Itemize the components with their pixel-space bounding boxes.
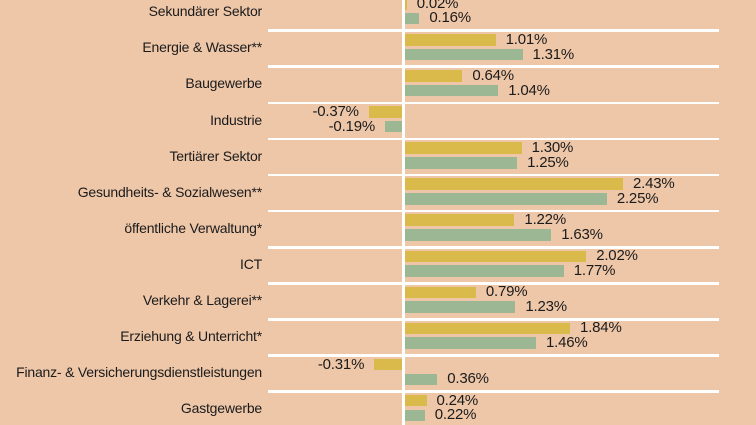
row-separator-line [268, 281, 719, 285]
bar-series-yellow [405, 0, 407, 10]
bar-series-green [384, 120, 402, 133]
category-label: Baugewerbe [185, 75, 262, 92]
value-label-series-yellow: 0.64% [472, 66, 514, 84]
row-separator-line [268, 318, 719, 321]
value-label-series-yellow: -0.37% [312, 102, 359, 120]
row-separator-line [268, 101, 719, 105]
value-label-series-yellow: 0.79% [485, 283, 528, 301]
row-separator-line [268, 173, 719, 177]
row-separator-line [268, 390, 719, 393]
bar-series-yellow [405, 250, 587, 263]
bar-series-green [405, 84, 499, 97]
bar-series-yellow [374, 358, 402, 371]
value-label-series-yellow: 2.02% [596, 247, 638, 265]
value-label-series-yellow: 0.02% [416, 0, 459, 12]
value-label-series-green: 1.63% [561, 225, 603, 243]
bar-series-green [405, 373, 438, 385]
bar-series-yellow [405, 178, 623, 190]
category-label: Industrie [210, 111, 262, 128]
value-label-series-green: 0.22% [434, 406, 477, 424]
category-label: ICT [240, 255, 262, 272]
value-label-series-green: 1.46% [545, 334, 588, 352]
value-label-series-green: 1.31% [532, 45, 575, 63]
value-label-series-yellow: 1.01% [505, 30, 548, 48]
category-label: öffentliche Verwaltung* [124, 219, 262, 236]
value-label-series-yellow: 1.22% [524, 211, 566, 229]
value-label-series-green: 0.36% [447, 370, 489, 388]
bar-series-green [405, 193, 607, 205]
bar-series-yellow [405, 142, 522, 154]
value-label-series-green: 1.04% [508, 81, 550, 99]
bar-series-green [405, 409, 425, 422]
category-label: Energie & Wasser** [142, 39, 262, 56]
value-label-series-yellow: 0.24% [436, 391, 479, 409]
category-label: Finanz- & Versicherungsdienstleistungen [16, 364, 262, 381]
value-label-series-green: 2.25% [616, 189, 659, 207]
value-label-series-yellow: 2.43% [632, 175, 675, 193]
row-separator-line [268, 137, 719, 141]
value-label-series-green: -0.19% [328, 117, 376, 135]
bar-series-yellow [368, 106, 402, 118]
category-label: Gesundheits- & Sozialwesen** [77, 183, 262, 200]
bar-series-yellow [405, 286, 476, 299]
value-label-series-green: 0.16% [429, 9, 471, 27]
value-label-series-yellow: 1.84% [580, 319, 622, 337]
bar-series-green [405, 229, 552, 241]
value-label-series-green: 1.25% [527, 153, 569, 171]
row-separator-line [268, 29, 719, 33]
bar-series-green [405, 265, 564, 277]
bar-series-yellow [405, 34, 496, 46]
bar-series-green [405, 12, 420, 25]
bar-series-green [405, 301, 516, 313]
category-label: Gastgewerbe [180, 400, 262, 417]
category-label: Tertiärer Sektor [169, 147, 263, 164]
row-separator-line [268, 209, 719, 213]
zero-axis-line [402, 0, 405, 425]
value-label-series-yellow: 1.30% [531, 139, 574, 157]
row-separator-line [268, 65, 719, 69]
value-label-series-green: 1.23% [525, 298, 567, 316]
category-label: Sekundärer Sektor [148, 3, 263, 20]
bar-series-green [405, 48, 523, 61]
bar-series-yellow [405, 394, 427, 407]
row-separator-line [268, 245, 719, 249]
bar-series-green [405, 157, 518, 169]
category-label: Erziehung & Unterricht* [120, 328, 262, 345]
value-label-series-green: 1.77% [573, 262, 616, 279]
bar-series-yellow [405, 322, 571, 335]
bar-series-green [405, 337, 536, 349]
bar-series-yellow [405, 214, 515, 226]
row-separator-line [268, 354, 719, 357]
bar-series-yellow [405, 70, 463, 82]
category-label: Verkehr & Lagerei** [142, 291, 262, 308]
value-label-series-yellow: -0.31% [317, 355, 365, 373]
